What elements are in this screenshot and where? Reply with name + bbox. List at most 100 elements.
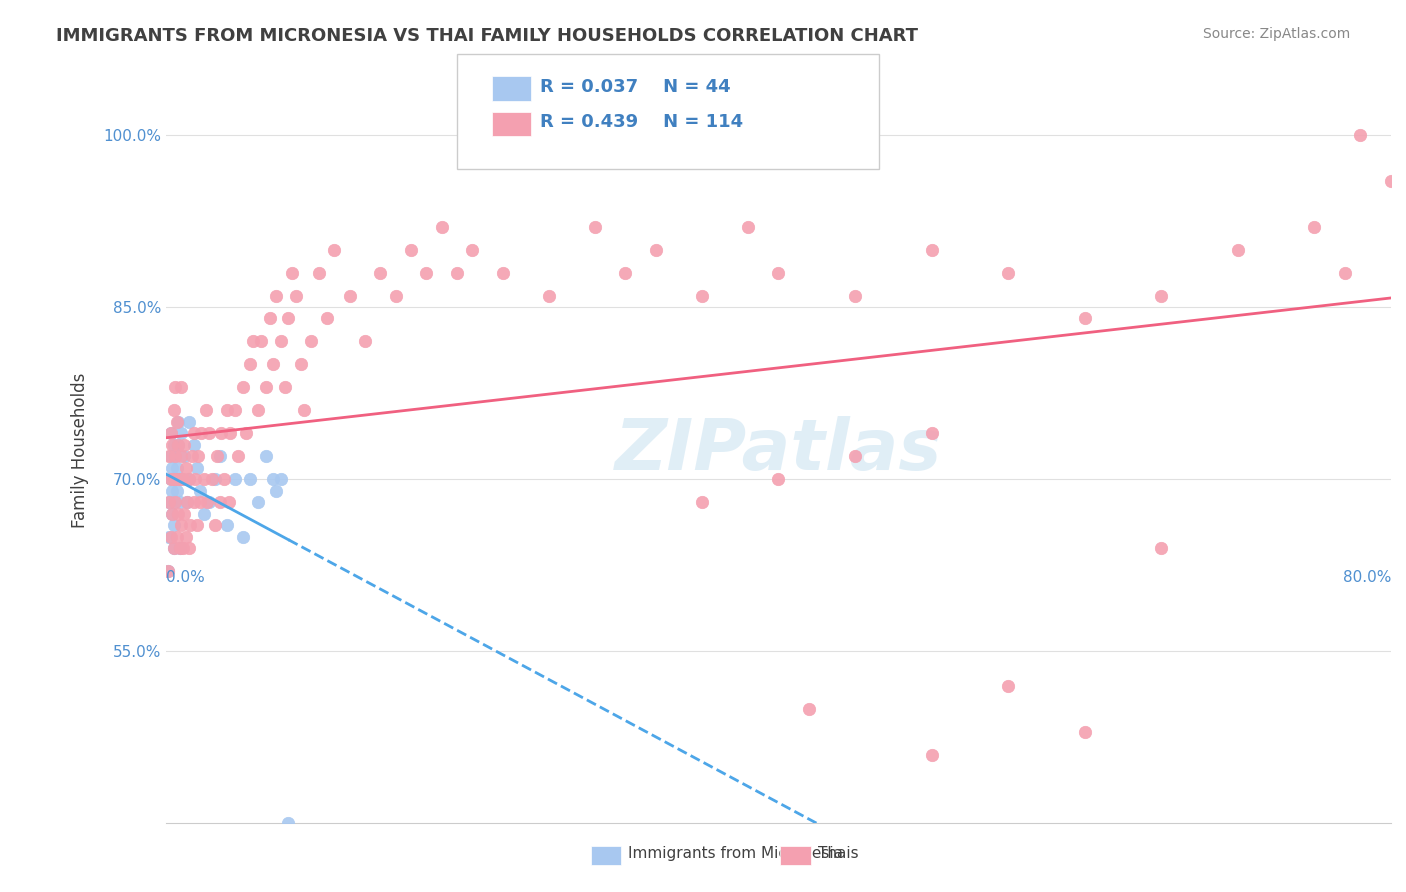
Point	[232, 530, 254, 544]
Point	[174, 530, 197, 544]
Point	[167, 507, 190, 521]
Point	[209, 426, 232, 441]
Text: ZIPatlas: ZIPatlas	[614, 416, 942, 485]
Point	[173, 449, 195, 463]
Point	[399, 243, 422, 257]
Point	[277, 816, 299, 830]
Point	[193, 507, 215, 521]
Point	[614, 266, 637, 280]
Point	[1303, 219, 1326, 234]
Point	[170, 518, 193, 533]
Point	[270, 334, 292, 349]
Point	[264, 288, 287, 302]
Point	[1074, 311, 1097, 326]
Point	[246, 403, 269, 417]
Point	[198, 426, 221, 441]
Point	[166, 472, 188, 486]
Point	[186, 460, 208, 475]
Text: Immigrants from Micronesia: Immigrants from Micronesia	[628, 847, 844, 861]
Text: 80.0%: 80.0%	[1343, 570, 1391, 585]
Point	[204, 518, 226, 533]
Point	[165, 495, 187, 509]
Point	[159, 472, 181, 486]
Text: IMMIGRANTS FROM MICRONESIA VS THAI FAMILY HOUSEHOLDS CORRELATION CHART: IMMIGRANTS FROM MICRONESIA VS THAI FAMIL…	[56, 27, 918, 45]
Point	[170, 380, 193, 394]
Point	[997, 266, 1019, 280]
Point	[160, 460, 183, 475]
Point	[156, 564, 179, 578]
Point	[163, 438, 186, 452]
Point	[181, 449, 204, 463]
Point	[188, 495, 211, 509]
Point	[173, 438, 195, 452]
Point	[187, 449, 209, 463]
Point	[254, 449, 277, 463]
Point	[226, 449, 249, 463]
Point	[285, 288, 308, 302]
Point	[259, 311, 281, 326]
Point	[250, 334, 273, 349]
Point	[160, 483, 183, 498]
Point	[157, 495, 180, 509]
Point	[172, 472, 194, 486]
Point	[301, 334, 323, 349]
Point	[177, 472, 200, 486]
Point	[921, 426, 943, 441]
Point	[235, 426, 257, 441]
Point	[224, 403, 246, 417]
Point	[170, 449, 193, 463]
Point	[159, 449, 181, 463]
Text: Source: ZipAtlas.com: Source: ZipAtlas.com	[1202, 27, 1350, 41]
Point	[194, 403, 217, 417]
Point	[242, 334, 264, 349]
Point	[169, 472, 191, 486]
Point	[169, 541, 191, 555]
Point	[292, 403, 315, 417]
Point	[246, 495, 269, 509]
Point	[645, 243, 668, 257]
Point	[177, 541, 200, 555]
Point	[156, 564, 179, 578]
Point	[1226, 243, 1249, 257]
Point	[165, 472, 187, 486]
Point	[737, 219, 759, 234]
Point	[690, 495, 713, 509]
Point	[254, 380, 277, 394]
Point	[446, 266, 468, 280]
Point	[277, 311, 299, 326]
Point	[198, 495, 221, 509]
Point	[167, 438, 190, 452]
Point	[239, 357, 262, 371]
Point	[170, 426, 193, 441]
Point	[1334, 266, 1357, 280]
Point	[157, 449, 180, 463]
Point	[166, 530, 188, 544]
Point	[195, 495, 218, 509]
Point	[997, 679, 1019, 693]
Point	[1379, 174, 1402, 188]
Point	[1074, 724, 1097, 739]
Point	[176, 495, 198, 509]
Point	[188, 483, 211, 498]
Point	[262, 357, 284, 371]
Point	[690, 288, 713, 302]
Point	[768, 266, 790, 280]
Point	[179, 518, 201, 533]
Point	[1150, 288, 1173, 302]
Point	[183, 495, 205, 509]
Y-axis label: Family Households: Family Households	[72, 373, 89, 528]
Point	[163, 541, 186, 555]
Point	[315, 311, 337, 326]
Point	[157, 530, 180, 544]
Point	[157, 495, 180, 509]
Point	[163, 495, 186, 509]
Point	[170, 472, 193, 486]
Point	[339, 288, 361, 302]
Point	[264, 483, 287, 498]
Text: 0.0%: 0.0%	[166, 570, 205, 585]
Point	[274, 380, 297, 394]
Point	[167, 415, 190, 429]
Point	[415, 266, 437, 280]
Point	[239, 472, 262, 486]
Point	[174, 460, 197, 475]
